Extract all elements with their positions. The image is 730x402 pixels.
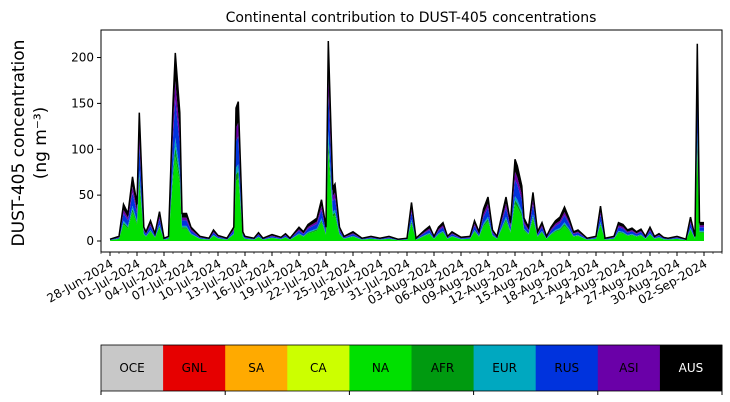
area-asi xyxy=(110,71,704,240)
y-tick-label: 50 xyxy=(79,188,94,202)
legend-swatch-afr xyxy=(411,345,475,391)
legend-label-gnl: GNL xyxy=(182,361,207,375)
legend-swatch-asi xyxy=(597,345,661,391)
y-axis-label: DUST-405 concentration (ng m⁻³) xyxy=(9,40,51,247)
legend-frame xyxy=(100,344,723,392)
area-afr xyxy=(110,141,704,241)
y-axis-label-line2: (ng m⁻³) xyxy=(31,107,51,180)
legend-label-eur: EUR xyxy=(492,361,517,375)
legend: OCE GNL SA CA NA AFR EUR RUS ASI AUS xyxy=(100,344,723,395)
y-tick-label: 100 xyxy=(71,142,94,156)
legend-swatch-oce xyxy=(101,345,164,391)
legend-label-na: NA xyxy=(372,361,390,375)
y-tick-label: 0 xyxy=(86,234,94,248)
y-axis: 0 50 100 150 200 xyxy=(71,51,101,248)
legend-label-sa: SA xyxy=(248,361,265,375)
y-tick-label: 150 xyxy=(71,96,94,110)
legend-label-afr: AFR xyxy=(431,361,454,375)
legend-swatch-aus xyxy=(659,345,723,391)
x-axis: 28-Jun-202401-Jul-202404-Jul-202407-Jul-… xyxy=(45,252,723,307)
area-aus xyxy=(110,41,704,240)
y-axis-label-line1: DUST-405 concentration xyxy=(9,40,29,247)
y-tick-label: 200 xyxy=(71,51,94,65)
legend-swatch-rus xyxy=(535,345,599,391)
area-na xyxy=(110,151,704,241)
chart-title: Continental contribution to DUST-405 con… xyxy=(226,10,597,26)
plot-frame xyxy=(100,29,723,253)
legend-label-ca: CA xyxy=(310,361,327,375)
legend-swatch-na xyxy=(349,345,412,391)
legend-label-aus: AUS xyxy=(679,361,704,375)
legend-label-oce: OCE xyxy=(119,361,144,375)
area-eur xyxy=(110,131,704,241)
legend-swatch-sa xyxy=(225,345,288,391)
area-rus xyxy=(110,91,704,240)
legend-swatch-ca xyxy=(287,345,350,391)
plot-area xyxy=(100,29,723,253)
total-series-line xyxy=(109,40,704,241)
legend-swatch-eur xyxy=(473,345,537,391)
legend-label-asi: ASI xyxy=(619,361,638,375)
legend-label-rus: RUS xyxy=(554,361,579,375)
legend-swatch-gnl xyxy=(163,345,226,391)
